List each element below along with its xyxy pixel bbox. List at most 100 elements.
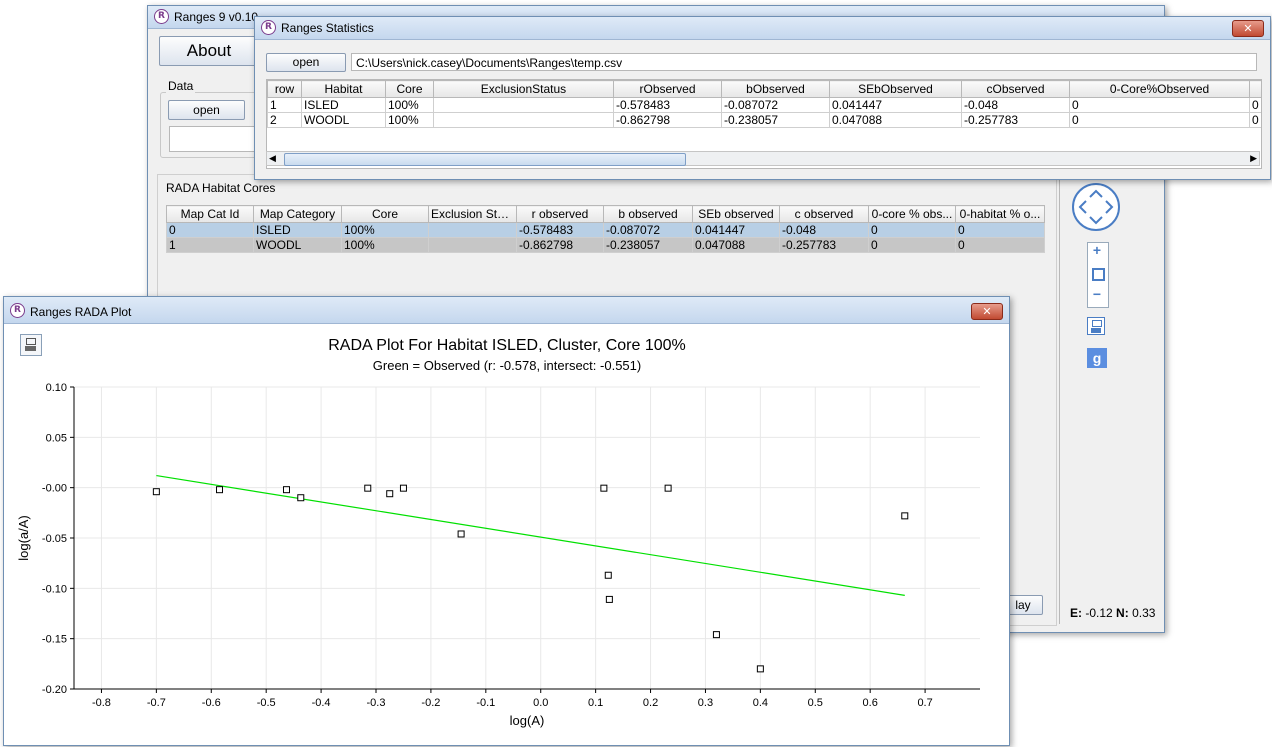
x-tick-label: -0.1 [476,697,495,709]
save-icon[interactable] [1087,317,1105,335]
zoom-bar [1087,242,1109,308]
zoom-box-icon[interactable] [1092,268,1105,281]
y-tick-label: -0.10 [42,583,67,595]
zoom-in-icon[interactable]: + [1092,242,1102,258]
main-column-header[interactable]: 0-habitat % o... [955,205,1045,223]
table-cell[interactable]: -0.087072 [603,222,693,238]
main-open-button[interactable]: open [168,100,245,120]
horizontal-scrollbar[interactable]: ◀ ▶ [266,151,1260,166]
stats-column-header[interactable]: 0-Core%Observed [1069,80,1250,98]
table-cell[interactable]: 0 [1249,112,1261,128]
table-cell[interactable]: -0.048 [961,97,1070,113]
table-cell[interactable]: 2 [267,112,302,128]
table-cell[interactable]: -0.257783 [961,112,1070,128]
table-cell[interactable]: 0 [1069,112,1250,128]
plot-save-icon[interactable] [20,334,42,356]
y-tick-label: 0.10 [46,382,67,394]
file-path-field[interactable]: C:\Users\nick.casey\Documents\Ranges\tem… [351,53,1257,71]
table-cell[interactable] [428,222,517,238]
y-axis-label: log(a/A) [16,515,31,561]
table-cell[interactable]: -0.238057 [603,237,693,253]
main-column-header[interactable]: Exclusion Stat... [428,205,517,223]
table-row[interactable]: 0 ISLED 100% -0.578483 -0.087072 0.041447 -0.0… [166,222,1045,238]
table-cell[interactable]: 0.041447 [692,222,780,238]
stats-column-header[interactable]: Core [385,80,434,98]
y-tick-label: 0.05 [46,432,67,444]
habitat-cores-table[interactable]: Map Cat Id Map Category Core Exclusion Stat… [166,205,1045,253]
stats-table[interactable]: row Habitat Core ExclusionStatus rObserved bO… [267,80,1261,128]
table-cell[interactable]: 100% [341,237,429,253]
y-tick-label: -0.15 [42,634,67,646]
table-cell[interactable]: WOODL [253,237,342,253]
main-column-header[interactable]: r observed [516,205,604,223]
main-window-title: Ranges 9 v0.10 [174,10,259,24]
table-cell[interactable] [433,112,614,128]
table-cell[interactable]: ISLED [253,222,342,238]
google-map-icon[interactable]: g [1087,348,1107,368]
table-cell[interactable]: 0 [868,237,956,253]
table-row[interactable]: 1 ISLED 100% -0.578483 -0.087072 0.041447 -0.0… [267,97,1261,113]
x-tick-label: 0.7 [917,697,932,709]
table-cell[interactable]: ISLED [301,97,386,113]
table-row[interactable]: 2 WOODL 100% -0.862798 -0.238057 0.047088 -0.2… [267,112,1261,128]
zoom-out-icon[interactable]: − [1092,286,1102,302]
scroll-left-icon[interactable]: ◀ [269,153,276,163]
stats-column-header[interactable]: bObserved [721,80,830,98]
table-cell[interactable]: -0.578483 [613,97,722,113]
main-column-header[interactable]: 0-core % obs... [868,205,956,223]
table-cell[interactable]: 1 [267,97,302,113]
table-cell[interactable]: 1 [166,237,254,253]
table-cell[interactable]: 0 [1249,97,1261,113]
table-cell[interactable]: -0.578483 [516,222,604,238]
table-cell[interactable]: 0 [868,222,956,238]
x-tick-label: -0.4 [312,697,331,709]
table-cell[interactable]: 0.041447 [829,97,962,113]
table-cell[interactable]: -0.862798 [516,237,604,253]
pan-control[interactable] [1072,183,1120,231]
table-cell[interactable] [433,97,614,113]
table-cell[interactable]: 100% [341,222,429,238]
scroll-right-icon[interactable]: ▶ [1250,153,1257,163]
table-cell[interactable]: 0 [1069,97,1250,113]
table-row[interactable]: 1 WOODL 100% -0.862798 -0.238057 0.047088 -0.2… [166,237,1045,253]
data-point [152,488,160,496]
main-column-header[interactable]: Core [341,205,429,223]
stats-column-header[interactable]: rObserved [613,80,722,98]
table-cell[interactable]: WOODL [301,112,386,128]
main-column-header[interactable]: c observed [779,205,869,223]
main-column-header[interactable]: Map Cat Id [166,205,254,223]
rada-plot: RADA Plot For Habitat ISLED, Cluster, Co… [16,337,980,728]
main-column-header[interactable]: b observed [603,205,693,223]
x-axis-label: log(A) [510,713,545,728]
stats-column-header[interactable]: row [267,80,302,98]
close-icon[interactable]: ✕ [1232,20,1264,37]
table-cell[interactable]: 100% [385,112,434,128]
table-cell[interactable]: 0 [955,222,1045,238]
table-cell[interactable]: -0.862798 [613,112,722,128]
table-cell[interactable]: 0.047088 [692,237,780,253]
table-cell[interactable]: 0 [955,237,1045,253]
table-cell[interactable]: -0.257783 [779,237,869,253]
data-point [364,484,372,492]
main-column-header[interactable]: Map Category [253,205,342,223]
table-cell[interactable]: 0.047088 [829,112,962,128]
table-cell[interactable]: 100% [385,97,434,113]
stats-column-header[interactable]: Habitat [301,80,386,98]
table-cell[interactable]: -0.048 [779,222,869,238]
close-icon[interactable]: ✕ [971,303,1003,320]
stats-column-header[interactable]: SEbObserved [829,80,962,98]
main-column-header[interactable]: SEb observed [692,205,780,223]
table-cell[interactable] [428,237,517,253]
stats-column-header[interactable]: ExclusionStatus [433,80,614,98]
table-cell[interactable]: -0.238057 [721,112,830,128]
about-button[interactable]: About [159,36,259,66]
stats-column-header[interactable]: cObserved [961,80,1070,98]
scroll-thumb[interactable] [284,153,686,166]
display-button[interactable]: lay [1003,595,1043,615]
table-cell[interactable]: 0 [166,222,254,238]
data-file-field[interactable] [169,126,261,152]
stats-open-button[interactable]: open [266,53,346,72]
stats-column-header[interactable]: 0 [1249,80,1261,98]
data-point [901,512,909,520]
table-cell[interactable]: -0.087072 [721,97,830,113]
